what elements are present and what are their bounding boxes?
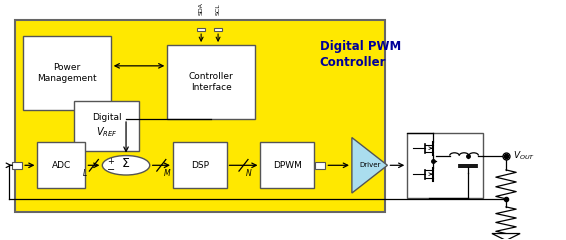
Polygon shape <box>492 234 520 240</box>
Polygon shape <box>352 138 388 193</box>
FancyBboxPatch shape <box>197 28 205 31</box>
Text: N: N <box>246 169 252 179</box>
Text: Controller
Interface: Controller Interface <box>188 72 233 92</box>
Text: DSP: DSP <box>191 161 209 170</box>
FancyBboxPatch shape <box>23 36 111 110</box>
Text: Digital PWM
Controller: Digital PWM Controller <box>320 40 401 69</box>
Text: SDA: SDA <box>199 2 204 15</box>
FancyBboxPatch shape <box>37 142 85 188</box>
Text: Digital: Digital <box>92 113 121 122</box>
Text: $\Sigma$: $\Sigma$ <box>122 157 131 170</box>
FancyBboxPatch shape <box>15 20 385 211</box>
FancyBboxPatch shape <box>260 142 314 188</box>
FancyBboxPatch shape <box>173 142 226 188</box>
FancyBboxPatch shape <box>74 101 139 151</box>
Text: −: − <box>107 165 115 175</box>
Text: DPWM: DPWM <box>273 161 302 170</box>
Text: Power
Management: Power Management <box>37 63 97 83</box>
Text: L: L <box>83 169 88 179</box>
FancyBboxPatch shape <box>315 162 325 168</box>
Text: Driver: Driver <box>359 162 380 168</box>
FancyBboxPatch shape <box>168 45 255 119</box>
Circle shape <box>102 156 150 175</box>
FancyBboxPatch shape <box>12 162 22 169</box>
Text: +: + <box>108 157 114 166</box>
Text: SCL: SCL <box>216 3 221 15</box>
Text: $V_{OUT}$: $V_{OUT}$ <box>513 149 535 162</box>
FancyBboxPatch shape <box>214 28 222 31</box>
FancyBboxPatch shape <box>407 133 483 198</box>
Text: $V_{REF}$: $V_{REF}$ <box>96 125 117 139</box>
Text: M: M <box>164 169 170 179</box>
Text: ADC: ADC <box>52 161 71 170</box>
